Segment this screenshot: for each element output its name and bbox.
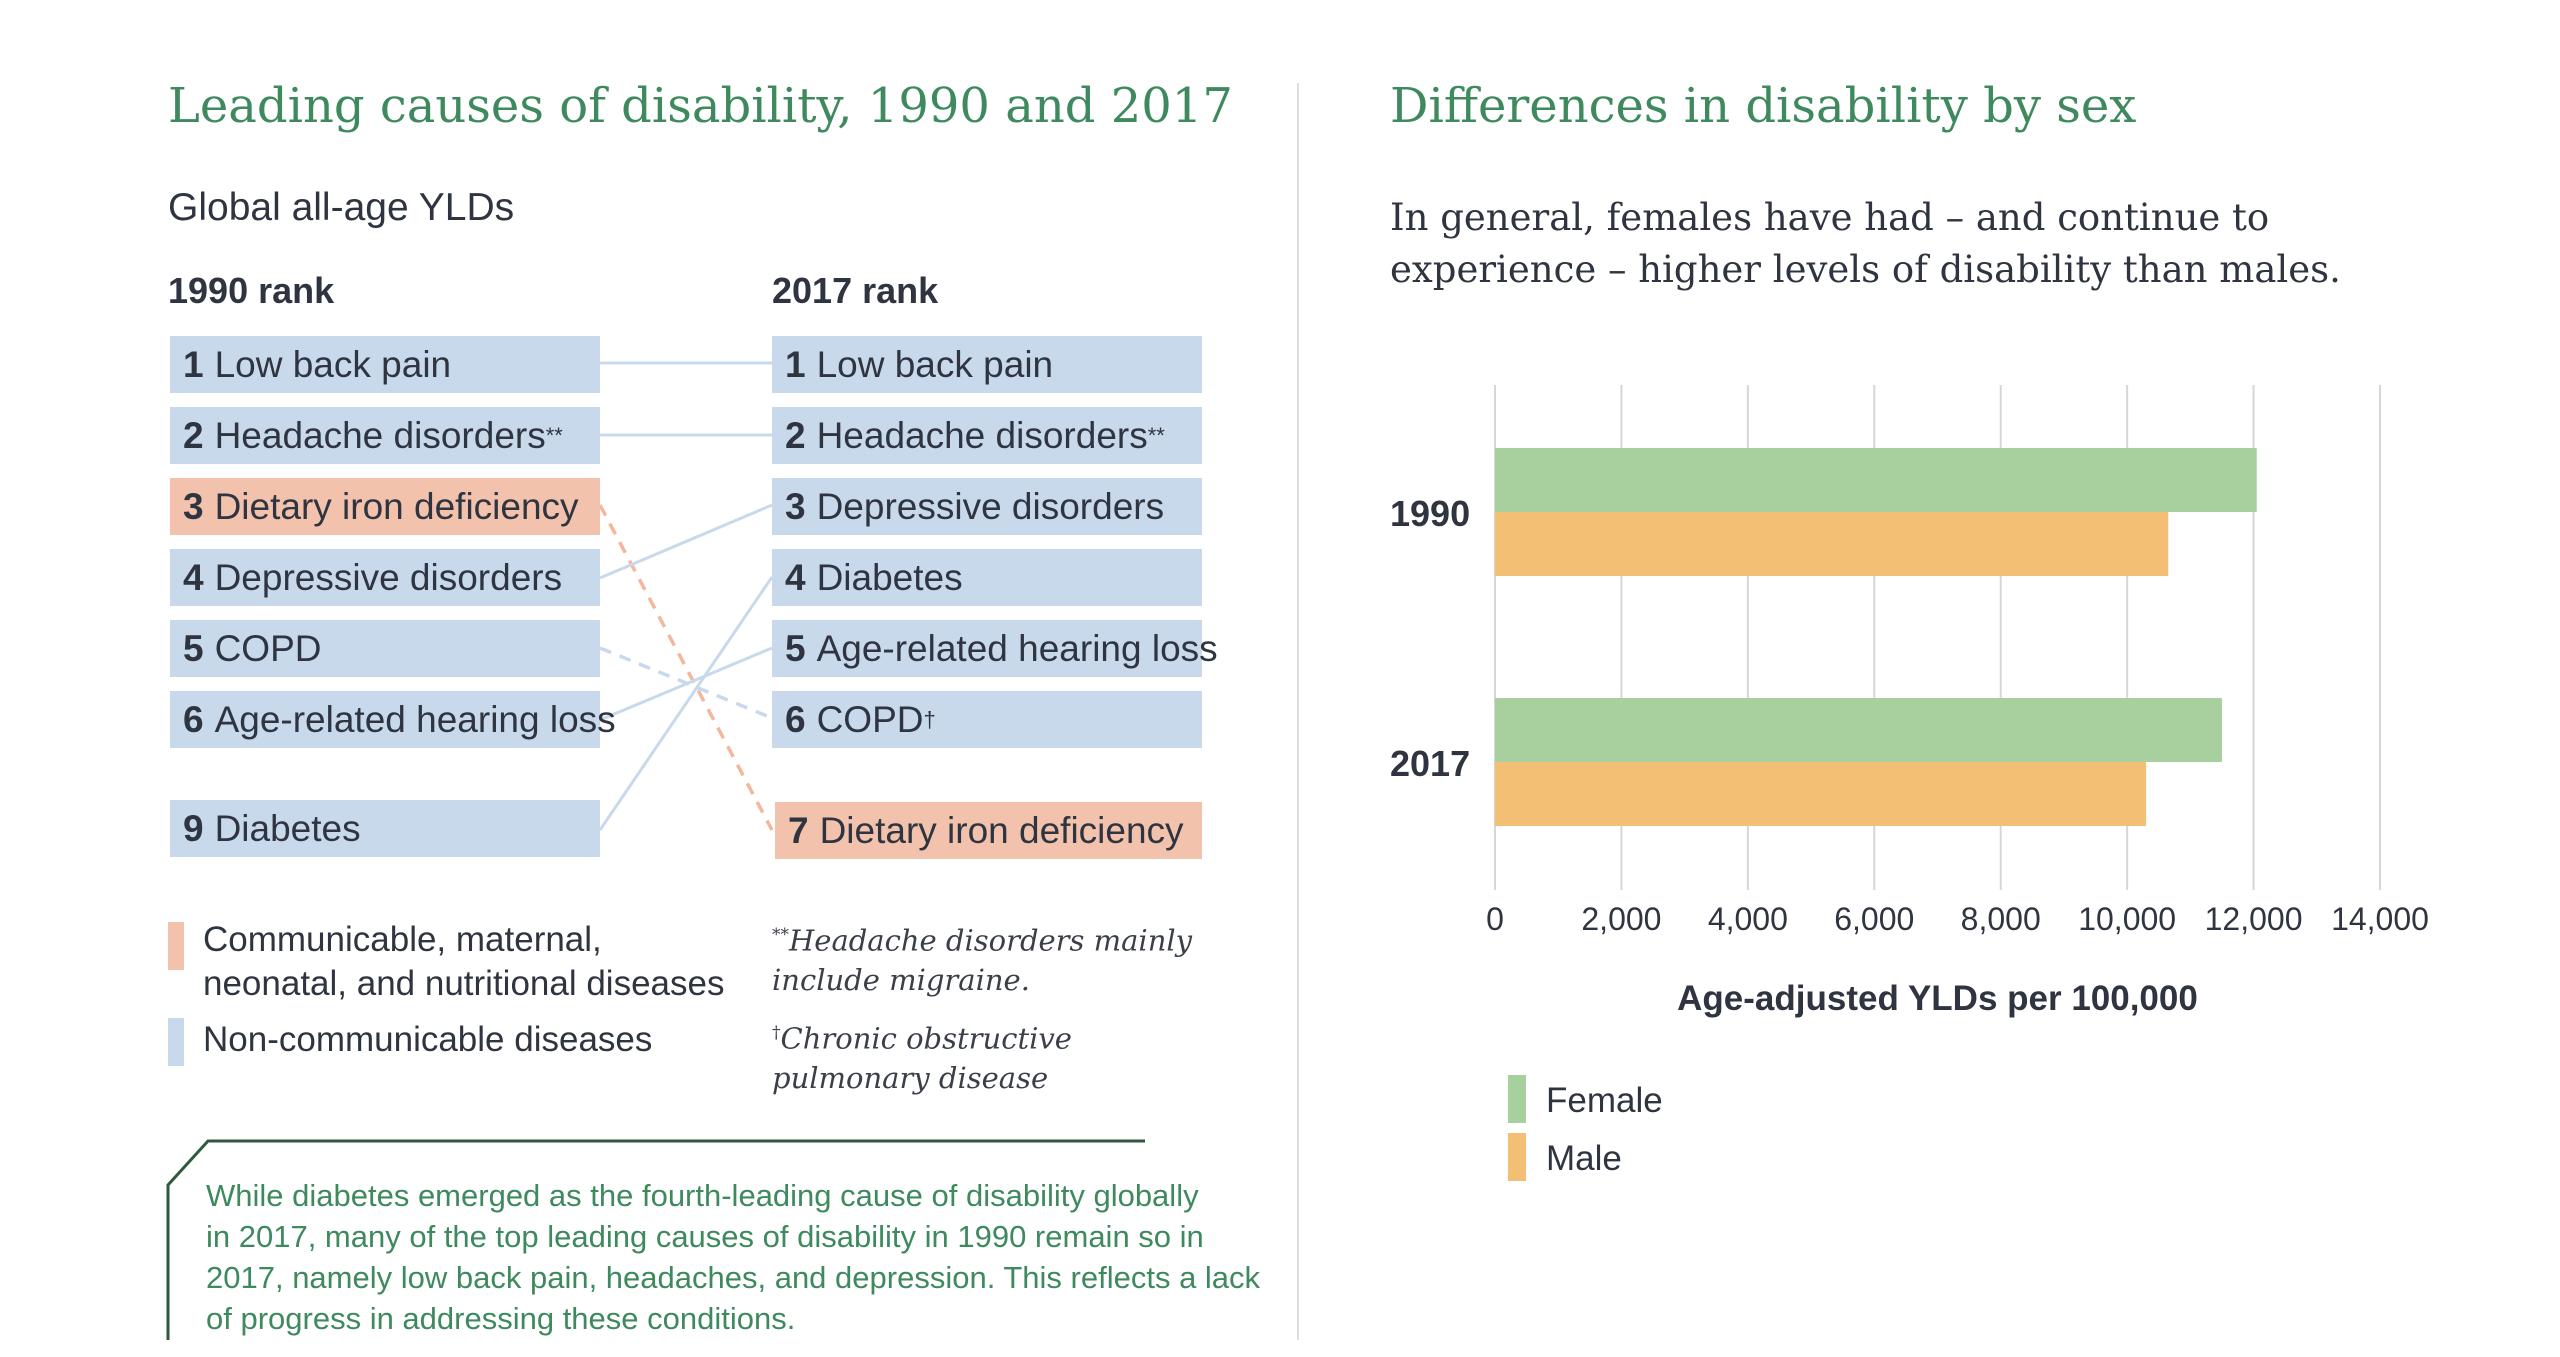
x-tick-label: 2,000 — [1581, 901, 1661, 937]
rank-2017-item-4: 4 Diabetes — [772, 549, 1202, 606]
bar-male-1990 — [1495, 512, 2169, 576]
legend-swatch-female — [1508, 1075, 1526, 1123]
callout-frame — [166, 1139, 1145, 1340]
rank-2017-item-6: 6 COPD † — [772, 691, 1202, 748]
rank-2017-item-1: 1 Low back pain — [772, 336, 1202, 393]
x-axis-label: Age-adjusted YLDs per 100,000 — [1677, 979, 2198, 1018]
x-tick-label: 0 — [1486, 901, 1504, 937]
bar-female-2017 — [1495, 698, 2222, 762]
legend-label-female: Female — [1546, 1081, 1663, 1120]
bar-female-1990 — [1495, 448, 2257, 512]
legend-swatch-male — [1508, 1133, 1526, 1181]
rank-1990-item-4: 4 Depressive disorders — [170, 549, 600, 606]
rank-2017-item-7: 7 Dietary iron deficiency — [775, 802, 1202, 859]
connector-depressive — [599, 503, 773, 580]
x-tick-label: 14,000 — [2331, 901, 2429, 937]
legend-label-noncommunicable: Non-communicable diseases — [203, 1020, 653, 1059]
rank-1990-item-5: 5 COPD — [170, 620, 600, 677]
x-tick-label: 8,000 — [1961, 901, 2041, 937]
rank-1990-item-6: 6 Age-related hearing loss — [170, 691, 616, 748]
legend-label-communicable: Communicable, maternal, neonatal, and nu… — [203, 920, 725, 1003]
left-title: Leading causes of disability, 1990 and 2… — [168, 78, 1233, 134]
x-tick-label: 6,000 — [1834, 901, 1914, 937]
rank-2017-item-5: 5 Age-related hearing loss — [772, 620, 1218, 677]
connector-diabetes — [598, 576, 774, 831]
connector-dietary-iron — [598, 504, 774, 831]
rank-1990-item-1: 1 Low back pain — [170, 336, 600, 393]
rank-2017-item-3: 3 Depressive disorders — [772, 478, 1202, 535]
legend-label-male: Male — [1546, 1139, 1622, 1178]
disability-by-sex-chart: 0 2,000 4,000 6,000 8,000 10,000 12,000 14,000 1… — [1390, 385, 2429, 1181]
y-category-label: 1990 — [1390, 493, 1470, 534]
right-title: Differences in disability by sex — [1390, 78, 2137, 134]
rank-1990-header: 1990 rank — [168, 270, 335, 311]
rank-1990-item-9: 9 Diabetes — [170, 800, 600, 857]
panel-divider — [1297, 83, 1299, 1340]
legend-swatch-communicable — [168, 922, 184, 970]
x-tick-label: 12,000 — [2205, 901, 2303, 937]
callout-text: While diabetes emerged as the fourth-lea… — [206, 1178, 1261, 1336]
connector-hearing-loss — [599, 646, 773, 722]
right-description: In general, females have had – and conti… — [1390, 196, 2341, 291]
legend-swatch-noncommunicable — [168, 1018, 184, 1066]
rank-1990-item-2: 2 Headache disorders ** — [170, 407, 600, 464]
footnote-headache: **Headache disorders mainly include migr… — [772, 923, 1193, 997]
x-tick-label: 10,000 — [2078, 901, 2176, 937]
rank-2017-header: 2017 rank — [772, 270, 939, 311]
x-tick-label: 4,000 — [1708, 901, 1788, 937]
bar-male-2017 — [1495, 762, 2147, 826]
rank-2017-item-2: 2 Headache disorders ** — [772, 407, 1202, 464]
rank-1990-item-3: 3 Dietary iron deficiency — [170, 478, 600, 535]
left-subtitle: Global all-age YLDs — [168, 186, 515, 229]
footnote-copd: †Chronic obstructive pulmonary disease — [772, 1021, 1072, 1095]
y-category-label: 2017 — [1390, 743, 1470, 784]
